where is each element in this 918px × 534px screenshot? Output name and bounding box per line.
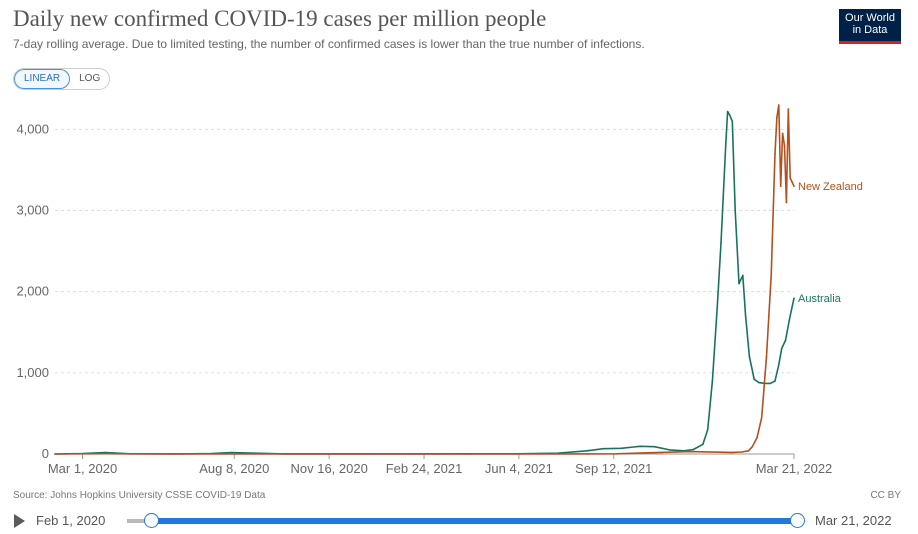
linear-scale-button[interactable]: LINEAR (14, 69, 71, 89)
data-point-new-zealand (779, 185, 782, 187)
data-point-new-zealand (731, 451, 734, 454)
data-point-new-zealand (660, 451, 662, 454)
data-point-new-zealand (586, 453, 588, 455)
y-tick-label: 1,000 (16, 365, 49, 380)
data-point-new-zealand (104, 452, 107, 455)
data-point-new-zealand (781, 132, 784, 135)
y-tick-label: 3,000 (16, 203, 49, 218)
timeline-track-unselected (127, 519, 151, 523)
data-point-new-zealand (791, 181, 793, 183)
data-point-australia (706, 428, 709, 431)
chart-subtitle: 7-day rolling average. Due to limited te… (13, 37, 645, 51)
owid-logo[interactable]: Our World in Data (839, 9, 901, 44)
y-tick-label: 2,000 (16, 284, 49, 299)
source-text[interactable]: Source: Johns Hopkins University CSSE CO… (13, 490, 266, 501)
x-tick-label: Sep 12, 2021 (575, 461, 652, 476)
data-point-australia (586, 450, 588, 452)
data-point-australia (793, 297, 795, 299)
data-point-new-zealand (787, 108, 790, 110)
data-point-new-zealand (785, 201, 788, 204)
data-point-australia (711, 380, 714, 382)
data-point-australia (784, 339, 787, 342)
data-point-australia (731, 120, 734, 122)
data-point-australia (104, 451, 107, 454)
data-point-australia (692, 448, 695, 451)
chart-title: Daily new confirmed COVID-19 cases per m… (13, 6, 547, 31)
timeline-start-label: Feb 1, 2020 (36, 513, 106, 528)
x-tick-label: Nov 16, 2020 (290, 461, 367, 476)
data-point-australia (724, 144, 727, 147)
data-point-australia (774, 380, 776, 382)
data-point-new-zealand (760, 416, 763, 419)
data-point-new-zealand (615, 453, 618, 455)
data-point-new-zealand (756, 437, 758, 439)
data-point-australia (728, 113, 731, 116)
data-point-new-zealand (54, 453, 56, 455)
data-point-new-zealand (124, 453, 126, 455)
data-point-australia (769, 382, 772, 385)
logo-line-2: in Data (852, 24, 888, 36)
series-label-australia: Australia (798, 293, 842, 305)
data-point-new-zealand (793, 185, 795, 187)
scale-toggle: LINEAR LOG (13, 68, 111, 90)
timeline-start-handle[interactable] (144, 513, 159, 528)
data-point-new-zealand (774, 152, 776, 155)
data-point-new-zealand (741, 451, 743, 453)
data-point-new-zealand (770, 274, 772, 277)
data-point-new-zealand (783, 144, 786, 147)
play-icon[interactable] (14, 514, 25, 528)
data-point-australia (702, 443, 704, 446)
data-point-australia (744, 315, 747, 317)
x-tick-label: Jun 4, 2021 (485, 461, 553, 476)
data-point-australia (720, 242, 722, 244)
data-point-australia (230, 451, 233, 454)
data-point-australia (639, 445, 642, 448)
timeline-track[interactable] (151, 518, 798, 524)
data-point-new-zealand (169, 453, 171, 455)
series-line-australia (54, 110, 795, 455)
line-chart: 0 1,000 2,000 3,000 4,000 Mar 1, 2020 Aug 8, 2… (16, 104, 863, 476)
data-point-australia (753, 378, 755, 381)
data-point-australia (788, 319, 791, 321)
data-point-australia (742, 274, 744, 277)
data-point-australia (758, 381, 760, 384)
x-tick-label: Mar 1, 2020 (48, 461, 117, 476)
data-point-australia (726, 110, 729, 113)
log-scale-button[interactable]: LOG (79, 73, 101, 84)
data-point-new-zealand (747, 450, 750, 452)
data-point-australia (716, 307, 718, 309)
series-line-new-zealand (54, 104, 795, 455)
data-point-australia (620, 447, 623, 450)
data-point-australia (602, 447, 605, 450)
x-tick-label: Aug 8, 2020 (199, 461, 269, 476)
data-point-australia (653, 445, 656, 448)
timeline-end-handle[interactable] (790, 513, 805, 528)
data-point-australia (734, 209, 736, 212)
data-point-new-zealand (789, 177, 791, 179)
series-label-new-zealand: New Zealand (798, 181, 863, 193)
y-tick-label: 4,000 (16, 121, 49, 136)
data-point-new-zealand (765, 355, 768, 358)
y-tick-label: 0 (42, 446, 49, 461)
data-point-australia (668, 449, 671, 451)
logo-line-1: Our World (845, 12, 895, 24)
license-link[interactable]: CC BY (870, 490, 901, 501)
data-point-new-zealand (688, 450, 691, 453)
data-point-australia (778, 363, 780, 366)
data-point-new-zealand (778, 104, 780, 106)
data-point-new-zealand (751, 445, 754, 448)
x-tick-label: Feb 24, 2021 (386, 461, 463, 476)
data-point-australia (748, 355, 751, 358)
timeline-end-label: Mar 21, 2022 (815, 513, 892, 528)
data-point-australia (780, 347, 783, 350)
x-tick-label: Mar 21, 2022 (756, 461, 833, 476)
data-point-new-zealand (776, 116, 778, 118)
data-point-australia (738, 282, 740, 285)
